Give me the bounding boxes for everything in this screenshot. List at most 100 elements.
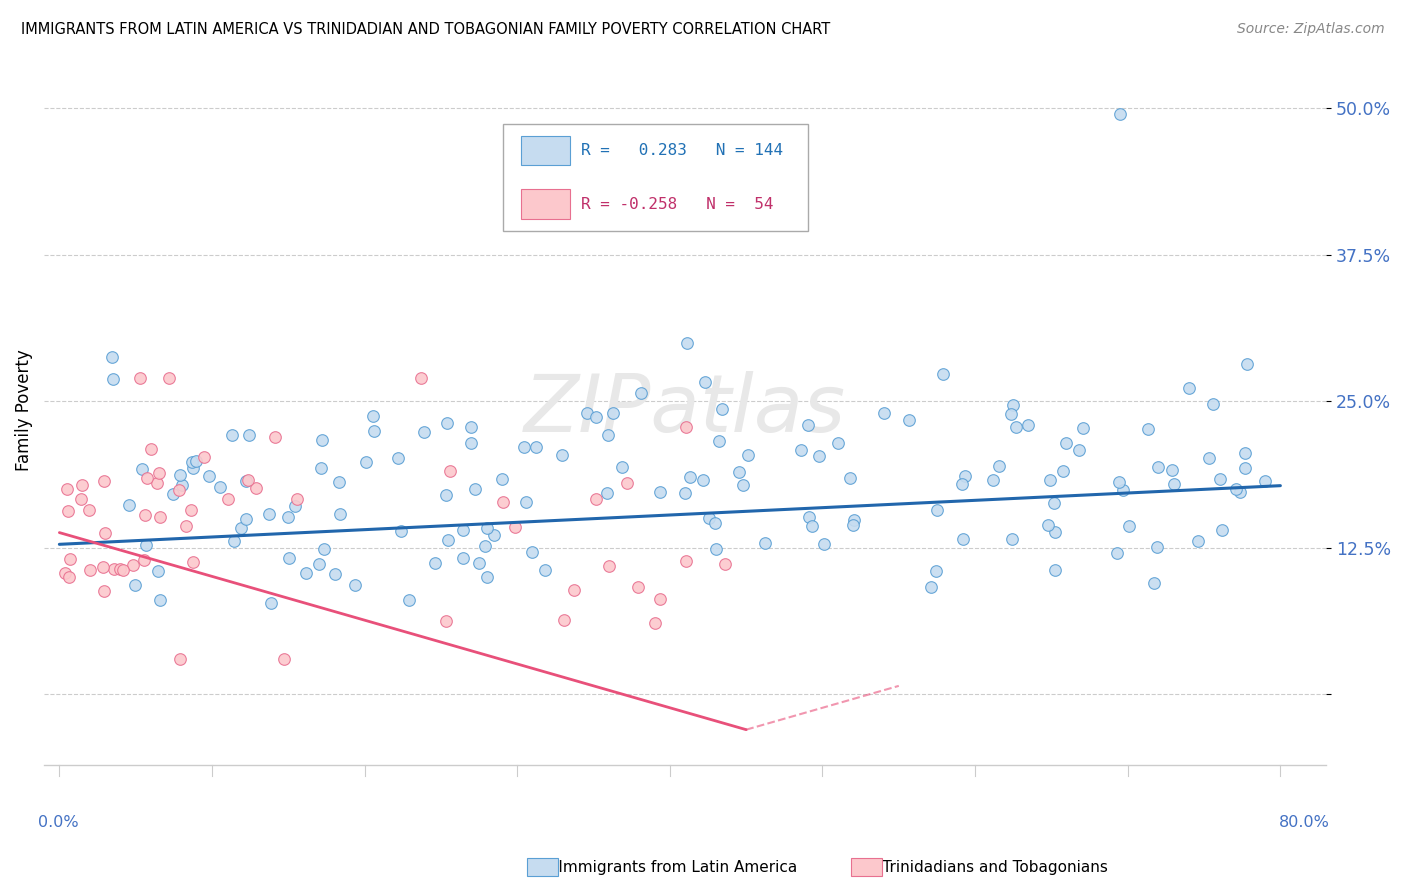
- Point: [477, 570, 499, 584]
- Point: [1229, 484, 1251, 499]
- Point: [482, 527, 505, 541]
- Text: Trinidadians and Tobagonians: Trinidadians and Tobagonians: [858, 860, 1108, 874]
- Point: [1233, 460, 1256, 475]
- Point: [124, 578, 146, 592]
- Point: [311, 434, 333, 448]
- Point: [284, 499, 307, 513]
- Point: [409, 370, 432, 384]
- Point: [950, 477, 973, 491]
- Point: [122, 558, 145, 573]
- Point: [714, 557, 737, 571]
- Point: [451, 524, 474, 538]
- Point: [1160, 463, 1182, 477]
- Point: [181, 455, 204, 469]
- Point: [1108, 475, 1130, 489]
- Point: [72, 477, 94, 491]
- Point: [413, 425, 436, 439]
- Point: [53, 566, 76, 580]
- Point: [460, 420, 482, 434]
- Point: [328, 475, 350, 489]
- Point: [93, 583, 115, 598]
- Point: [129, 370, 152, 384]
- Point: [118, 498, 141, 512]
- Point: [675, 420, 697, 434]
- Point: [148, 564, 170, 578]
- Point: [925, 564, 948, 578]
- Point: [648, 485, 671, 500]
- Point: [728, 465, 751, 479]
- Point: [277, 551, 299, 566]
- Point: [162, 487, 184, 501]
- Point: [1000, 532, 1022, 546]
- Point: [920, 580, 942, 594]
- Point: [1198, 451, 1220, 466]
- Point: [952, 533, 974, 547]
- Point: [398, 593, 420, 607]
- Point: [709, 434, 731, 448]
- Text: 0.0%: 0.0%: [38, 814, 79, 830]
- Text: ZIPatlas: ZIPatlas: [524, 371, 846, 449]
- Point: [844, 512, 866, 526]
- Point: [813, 537, 835, 551]
- Point: [217, 492, 239, 507]
- Point: [139, 442, 162, 456]
- Point: [513, 440, 536, 454]
- Point: [193, 450, 215, 464]
- Point: [464, 482, 486, 496]
- Point: [1073, 421, 1095, 435]
- Point: [1039, 473, 1062, 487]
- Point: [308, 557, 330, 571]
- Point: [174, 518, 197, 533]
- Point: [149, 592, 172, 607]
- Point: [208, 480, 231, 494]
- Point: [522, 545, 544, 559]
- Point: [181, 555, 204, 569]
- Point: [387, 450, 409, 465]
- Point: [460, 436, 482, 450]
- Point: [425, 557, 447, 571]
- Point: [551, 449, 574, 463]
- Point: [704, 541, 727, 556]
- Point: [1163, 476, 1185, 491]
- Point: [534, 563, 557, 577]
- Point: [1052, 464, 1074, 478]
- Point: [678, 469, 700, 483]
- Point: [1233, 446, 1256, 460]
- Point: [437, 533, 460, 547]
- Point: [1109, 107, 1132, 121]
- Point: [797, 510, 820, 524]
- Point: [838, 471, 860, 485]
- Point: [474, 539, 496, 553]
- Point: [981, 473, 1004, 487]
- Point: [294, 566, 316, 581]
- Point: [264, 430, 287, 444]
- Point: [354, 455, 377, 469]
- Point: [181, 461, 204, 475]
- Point: [157, 370, 180, 384]
- Point: [198, 469, 221, 483]
- Point: [585, 492, 607, 507]
- Point: [630, 386, 652, 401]
- Point: [692, 473, 714, 487]
- Point: [108, 562, 131, 576]
- Point: [800, 518, 823, 533]
- Point: [1005, 420, 1028, 434]
- Point: [257, 507, 280, 521]
- Point: [238, 473, 260, 487]
- Point: [675, 486, 697, 500]
- Point: [184, 454, 207, 468]
- Point: [363, 424, 385, 438]
- Point: [169, 468, 191, 483]
- Point: [703, 516, 725, 530]
- Point: [1209, 472, 1232, 486]
- Point: [325, 567, 347, 582]
- Point: [169, 483, 191, 497]
- Text: Immigrants from Latin America: Immigrants from Latin America: [534, 860, 797, 874]
- Point: [842, 518, 865, 533]
- Point: [627, 581, 650, 595]
- Point: [91, 560, 114, 574]
- Point: [710, 402, 733, 417]
- Point: [873, 406, 896, 420]
- Text: IMMIGRANTS FROM LATIN AMERICA VS TRINIDADIAN AND TOBAGONIAN FAMILY POVERTY CORRE: IMMIGRANTS FROM LATIN AMERICA VS TRINIDA…: [21, 22, 831, 37]
- Point: [695, 375, 717, 389]
